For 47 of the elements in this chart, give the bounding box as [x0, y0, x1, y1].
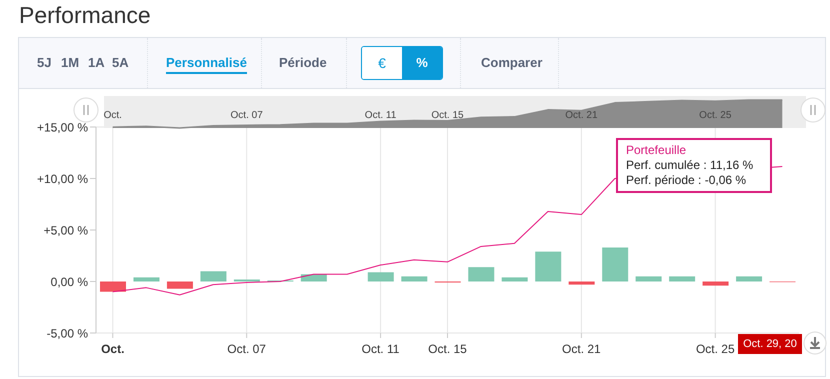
x-tick-label: Oct. 25 [699, 110, 732, 121]
y-tick-label: +5,00 % [44, 223, 88, 238]
text: Oct. 29, 20 [738, 334, 802, 354]
x-tick-label: Oct. 11 [362, 342, 400, 356]
text: 1M [61, 55, 80, 70]
bar [502, 277, 528, 282]
bar [702, 282, 729, 286]
bar [100, 282, 126, 292]
tooltip-card: Portefeuille Perf. cumulée : 11,16 % Perf. période : -0,06 % [616, 138, 772, 193]
bar [736, 276, 762, 282]
annotation: Perf. période : -0,06 % [626, 173, 748, 188]
x-tick-label: Oct. 15 [428, 342, 468, 356]
bar [200, 271, 226, 282]
x-tick-label: Oct. 25 [696, 342, 735, 356]
x-tick-label: Oct. 11 [364, 110, 397, 121]
text: 5A [112, 55, 129, 70]
text: Comparer [481, 55, 542, 70]
bar [602, 248, 628, 282]
x-tick-label: Oct. [104, 110, 122, 121]
x-tick-label: Oct. 07 [230, 110, 264, 121]
bar [468, 267, 494, 282]
text: % [402, 47, 442, 79]
annotation: Portefeuille [626, 143, 688, 158]
x-tick-label: Oct. 21 [562, 342, 602, 356]
text: € [362, 47, 402, 79]
bar [568, 282, 595, 285]
x-tick-label: Oct. 15 [431, 110, 464, 121]
text: 1A [88, 55, 105, 70]
bar [368, 272, 394, 282]
bar [401, 276, 428, 282]
x-tick-label: Oct. 07 [227, 342, 266, 356]
chart-title: Performance [19, 2, 151, 29]
x-tick-label: Oct. 21 [565, 110, 598, 121]
bar [669, 276, 696, 282]
bar [535, 252, 562, 282]
bar [636, 276, 662, 282]
text: 5J [37, 55, 52, 70]
bar [133, 277, 160, 282]
annotation: Perf. cumulée : 11,16 % [626, 158, 754, 173]
y-tick-label: 0,00 % [50, 274, 88, 289]
y-tick-label: +15,00 % [36, 120, 88, 134]
x-tick-label: Oct. [101, 342, 124, 356]
y-tick-label: -5,00 % [46, 326, 88, 340]
y-tick-label: +10,00 % [36, 172, 88, 186]
bar [166, 282, 193, 289]
text: Personnalisé [166, 55, 247, 74]
text: Période [279, 55, 327, 70]
